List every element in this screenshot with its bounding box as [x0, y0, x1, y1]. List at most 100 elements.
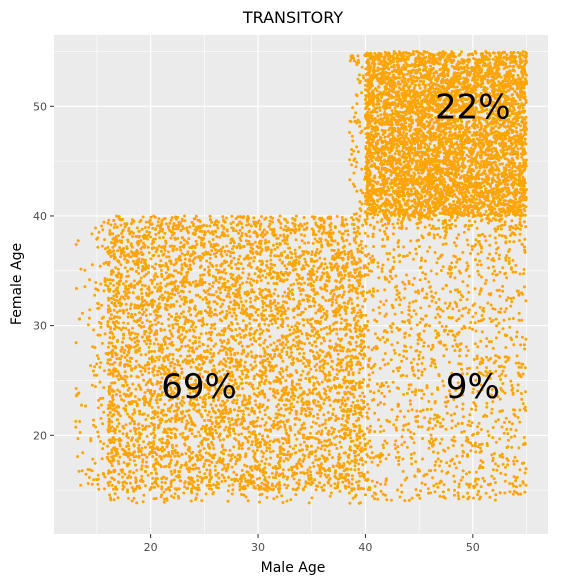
data-point — [208, 468, 212, 472]
data-point — [327, 449, 331, 453]
data-point — [318, 408, 322, 412]
data-point — [314, 250, 318, 254]
data-point — [269, 309, 273, 313]
data-point — [124, 404, 128, 408]
data-point — [308, 407, 312, 411]
data-point — [112, 236, 116, 240]
data-point — [255, 419, 259, 423]
data-point — [332, 378, 336, 382]
data-point — [154, 323, 158, 326]
data-point — [175, 261, 178, 264]
data-point — [119, 349, 123, 352]
data-point — [358, 315, 362, 318]
data-point — [268, 450, 272, 454]
data-point — [230, 417, 234, 421]
data-point — [227, 264, 231, 268]
data-point — [189, 313, 193, 317]
data-point — [282, 300, 285, 304]
data-point — [352, 449, 356, 453]
data-point — [325, 457, 329, 461]
data-point — [190, 349, 194, 353]
data-point — [262, 296, 266, 300]
data-point — [143, 403, 147, 407]
data-point — [237, 231, 240, 235]
data-point — [230, 266, 233, 270]
data-point — [346, 416, 350, 420]
data-point — [163, 290, 167, 294]
data-point — [168, 221, 172, 225]
data-point — [187, 455, 191, 458]
data-point — [120, 241, 124, 244]
data-point — [311, 241, 315, 245]
data-point — [122, 333, 126, 337]
data-point — [317, 356, 321, 360]
data-point — [324, 426, 328, 430]
data-point — [328, 327, 332, 331]
data-point — [245, 470, 249, 474]
data-point — [162, 359, 166, 362]
data-point — [182, 401, 186, 405]
data-point — [336, 254, 340, 258]
data-point — [261, 364, 265, 368]
data-point — [115, 315, 119, 319]
data-point — [269, 343, 273, 347]
data-point — [152, 440, 156, 444]
data-point — [211, 230, 214, 234]
data-point — [253, 360, 257, 364]
data-point — [151, 410, 155, 414]
data-point — [309, 483, 313, 487]
data-point — [107, 308, 110, 312]
data-point — [215, 371, 219, 375]
data-point — [230, 237, 234, 241]
data-point — [298, 393, 302, 397]
data-point — [212, 483, 216, 487]
data-point — [278, 446, 282, 450]
data-point — [241, 319, 245, 323]
data-point — [211, 238, 215, 241]
data-point — [226, 279, 230, 283]
data-point — [148, 231, 152, 234]
data-point — [148, 441, 152, 444]
data-point — [196, 458, 200, 462]
data-point — [116, 459, 120, 463]
data-point — [122, 351, 126, 355]
data-point — [159, 268, 163, 272]
data-point — [323, 422, 327, 425]
data-point — [132, 459, 136, 463]
data-point — [251, 420, 255, 424]
data-point — [318, 360, 322, 364]
data-point — [107, 289, 111, 293]
data-point — [241, 349, 245, 353]
data-point — [249, 350, 253, 354]
data-point — [121, 487, 125, 491]
data-point — [295, 437, 299, 441]
data-point — [115, 424, 119, 428]
data-point — [352, 268, 356, 272]
data-point — [119, 255, 123, 259]
data-point — [150, 349, 154, 353]
data-point — [303, 257, 307, 261]
data-point — [247, 223, 251, 226]
data-point — [255, 267, 259, 271]
data-point — [158, 224, 162, 228]
data-point — [159, 281, 163, 285]
data-point — [350, 360, 354, 364]
data-point — [310, 215, 314, 219]
data-point — [197, 235, 201, 239]
data-point — [121, 424, 125, 428]
data-point — [292, 229, 296, 233]
data-point — [323, 262, 327, 266]
data-point — [335, 349, 339, 352]
data-point — [328, 346, 332, 350]
data-point — [272, 426, 276, 430]
data-point — [318, 365, 322, 369]
data-point — [261, 318, 264, 321]
data-point — [220, 445, 224, 449]
data-point — [279, 380, 283, 384]
data-point — [300, 332, 304, 336]
data-point — [163, 342, 167, 346]
data-point — [142, 274, 146, 278]
data-point — [150, 355, 154, 359]
data-point — [128, 469, 132, 473]
data-point — [362, 378, 366, 381]
